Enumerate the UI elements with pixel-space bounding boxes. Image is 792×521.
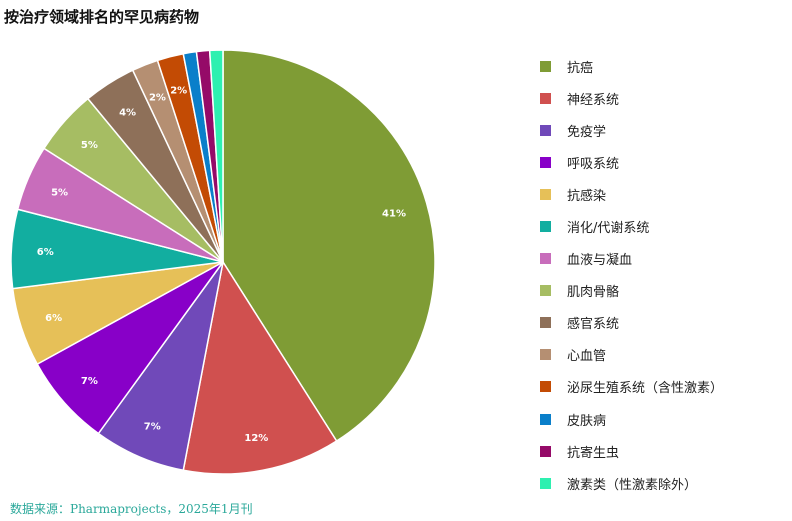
legend-item: 肌肉骨骼: [540, 275, 723, 307]
legend-item: 皮肤病: [540, 403, 723, 435]
legend-label: 抗寄生虫: [567, 445, 620, 461]
pie-slice: [222, 49, 436, 443]
chart-legend: 抗癌神经系统免疫学呼吸系统抗感染消化/代谢系统 血液与凝血肌肉骨骼感官系统心血管泌…: [540, 50, 723, 499]
source-note: 数据来源：Pharmaprojects，2025年1月刊: [10, 502, 253, 516]
slice-data-label: 12%: [244, 433, 268, 444]
legend-swatch: [540, 60, 551, 72]
slice-data-label: 6%: [45, 313, 62, 324]
pie-slice: [208, 49, 224, 263]
legend-swatch: [540, 477, 551, 489]
legend-item: 泌尿生殖系统（含性激素）: [540, 371, 723, 403]
legend-item: 神经系统: [540, 82, 723, 114]
slice-data-label: 2%: [149, 92, 166, 103]
slice-data-label: 7%: [144, 421, 161, 432]
legend-swatch: [540, 253, 551, 265]
legend-swatch: [540, 221, 551, 233]
legend-item: 消化/代谢系统: [540, 210, 723, 242]
legend-swatch: [540, 188, 551, 200]
slice-data-label: 5%: [81, 140, 98, 151]
legend-label: 皮肤病: [567, 413, 607, 429]
legend-swatch: [540, 285, 551, 297]
legend-item: 呼吸系统: [540, 146, 723, 178]
legend-label: 呼吸系统: [567, 156, 620, 172]
legend-swatch: [540, 349, 551, 361]
legend-item: 抗癌: [540, 50, 723, 82]
legend-label: 激素类（性激素除外）: [567, 477, 698, 493]
legend-label: 泌尿生殖系统（含性激素）: [567, 381, 724, 397]
slice-data-label: 4%: [119, 108, 136, 119]
legend-item: 抗寄生虫: [540, 435, 723, 467]
slice-data-label: 7%: [81, 376, 98, 387]
legend-item: 激素类（性激素除外）: [540, 467, 723, 499]
legend-item: 血液与凝血: [540, 243, 723, 275]
chart-title: 按治疗领域排名的罕见病药物: [4, 8, 200, 26]
legend-label: 心血管: [567, 349, 607, 365]
legend-label: 神经系统: [567, 92, 620, 108]
slice-data-label: 41%: [382, 208, 406, 219]
legend-swatch: [540, 92, 551, 104]
legend-swatch: [540, 413, 551, 425]
slice-data-label: 2%: [170, 86, 187, 97]
slice-data-label: 5%: [51, 187, 68, 198]
legend-label: 血液与凝血: [567, 253, 633, 269]
legend-label: 感官系统: [567, 317, 620, 333]
legend-swatch: [540, 317, 551, 329]
legend-swatch: [540, 156, 551, 168]
pie-chart: 41% 12% 7% 7% 6% 6% 5% 5% 4% 2% 2%: [10, 49, 436, 475]
legend-label: 免疫学: [567, 124, 607, 140]
legend-swatch: [540, 124, 551, 136]
legend-item: 感官系统: [540, 307, 723, 339]
legend-label: 抗感染: [567, 188, 607, 204]
legend-swatch: [540, 445, 551, 457]
legend-swatch: [540, 381, 551, 393]
legend-item: 心血管: [540, 339, 723, 371]
legend-item: 抗感染: [540, 178, 723, 210]
pie-slice: [182, 259, 338, 475]
slice-data-label: 6%: [37, 247, 54, 258]
legend-label: 抗癌: [567, 60, 594, 76]
legend-item: 免疫学: [540, 114, 723, 146]
legend-label: 肌肉骨骼: [567, 285, 620, 301]
legend-label: 消化/代谢系统: [567, 221, 650, 237]
